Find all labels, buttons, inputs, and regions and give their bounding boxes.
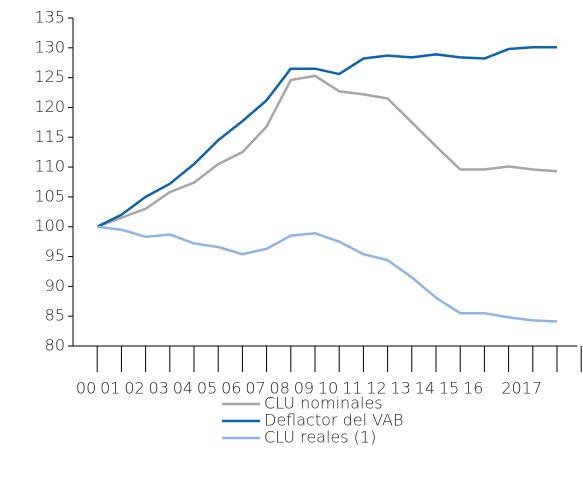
x-tick-label: 13 xyxy=(391,379,411,398)
series-line xyxy=(97,225,558,323)
x-tick-label: 11 xyxy=(342,379,362,398)
y-tick-label: 130 xyxy=(34,37,65,56)
x-tick-label: 09 xyxy=(294,379,314,398)
x-tick-label: 07 xyxy=(245,379,265,398)
x-tick-label: 16 xyxy=(463,379,483,398)
y-tick-label: 115 xyxy=(34,127,65,146)
y-tick-label: 120 xyxy=(34,97,65,116)
x-tick-label: 04 xyxy=(173,379,193,398)
x-tick-label: 05 xyxy=(197,379,217,398)
x-tick-label: 14 xyxy=(415,379,435,398)
x-tick-label: 03 xyxy=(149,379,169,398)
y-tick-label: 80 xyxy=(45,336,65,355)
x-tick-label: 00 xyxy=(76,379,96,398)
y-tick-label: 135 xyxy=(34,8,65,27)
y-tick-label: 105 xyxy=(34,186,65,205)
x-tick-label: 08 xyxy=(270,379,290,398)
y-tick-label: 100 xyxy=(34,216,65,235)
x-tick-label: 12 xyxy=(366,379,386,398)
y-tick-label: 125 xyxy=(34,67,65,86)
x-tick-label: 2017 xyxy=(501,379,542,398)
x-tick-label: 15 xyxy=(439,379,459,398)
x-tick-label: 06 xyxy=(221,379,241,398)
x-tick-label: 02 xyxy=(124,379,144,398)
y-tick-label: 110 xyxy=(34,157,65,176)
x-tick-label: 01 xyxy=(100,379,120,398)
legend-label: Deflactor del VAB xyxy=(264,411,403,430)
series-line xyxy=(96,45,557,228)
x-tick-label: 10 xyxy=(318,379,338,398)
y-tick-label: 85 xyxy=(45,306,65,325)
legend-label: CLU nominales xyxy=(264,394,383,413)
series-line xyxy=(96,74,558,228)
legend-label: CLU reales (1) xyxy=(264,428,376,447)
y-tick-label: 95 xyxy=(45,246,65,265)
y-tick-label: 90 xyxy=(45,276,65,295)
